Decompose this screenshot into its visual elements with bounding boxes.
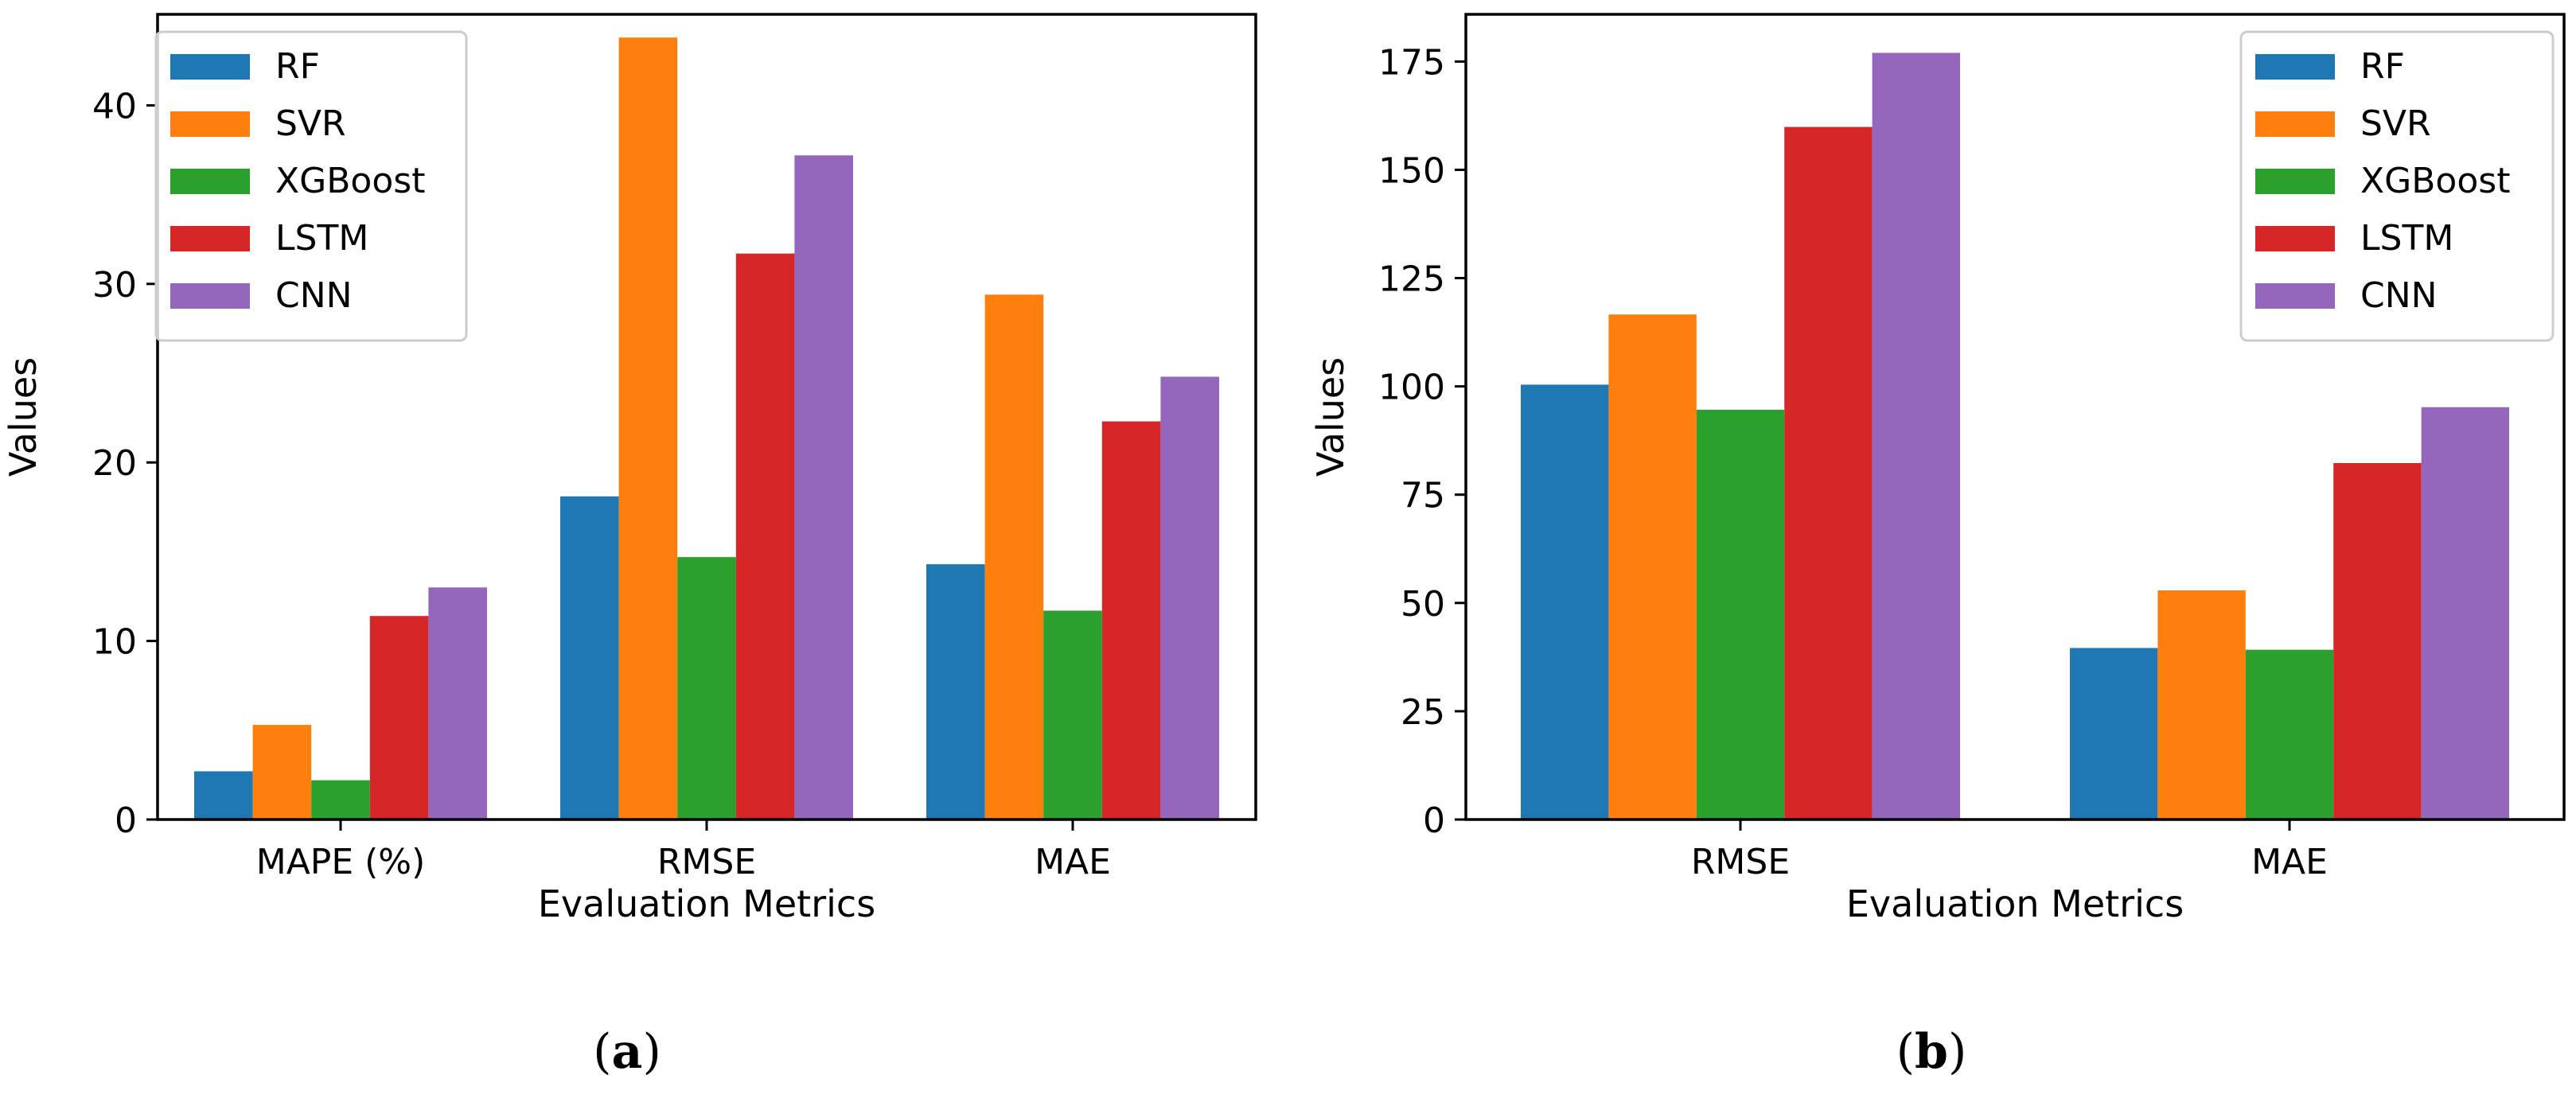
legend-swatch-svr <box>170 111 250 137</box>
y-tick-label: 25 <box>1401 692 1445 733</box>
y-tick-label: 0 <box>115 800 137 841</box>
legend-label-lstm: LSTM <box>275 218 368 259</box>
bar-a-svr-1 <box>618 37 678 820</box>
x-tick-label: RMSE <box>1691 842 1790 882</box>
bar-a-lstm-0 <box>369 616 429 820</box>
legend-label-svr: SVR <box>275 103 346 144</box>
figure-caption-a: (a) <box>593 1024 661 1080</box>
y-tick-label: 100 <box>1378 368 1445 408</box>
chart-b: 0 25 50 75 100 125 150 175 RMSE MAE Evaluation Met… <box>1309 13 2566 1080</box>
legend-label-cnn: CNN <box>2360 275 2438 316</box>
plot-frame-b <box>1464 13 2566 821</box>
legend-label-rf: RF <box>2360 46 2405 87</box>
bar-a-svr-0 <box>252 725 312 820</box>
y-tick-label: 20 <box>92 443 137 484</box>
bar-b-cnn-1 <box>2421 407 2509 820</box>
legend-box <box>154 30 468 342</box>
legend-swatch-svr <box>2255 111 2335 137</box>
legend-box <box>2239 30 2555 342</box>
bar-a-rf-1 <box>560 496 619 820</box>
bar-a-cnn-1 <box>794 155 853 820</box>
legend-a: RF SVR XGBoost LSTM CNN <box>154 30 468 342</box>
bar-a-lstm-2 <box>1101 421 1161 820</box>
legend-swatch-xgboost <box>170 169 250 194</box>
x-tick-label: RMSE <box>657 842 756 882</box>
legend-swatch-cnn <box>2255 283 2335 309</box>
bar-b-lstm-1 <box>2333 462 2422 820</box>
legend-swatch-rf <box>2255 54 2335 80</box>
y-tick-label: 125 <box>1378 259 1445 300</box>
bar-b-svr-0 <box>1608 314 1697 820</box>
x-tick-label: MAPE (%) <box>256 842 426 882</box>
x-tick-label: MAE <box>2251 842 2328 882</box>
figure-caption-b: (b) <box>1896 1024 1967 1080</box>
x-axis-title: Evaluation Metrics <box>1846 882 2184 925</box>
bar-b-svr-1 <box>2157 590 2246 820</box>
legend-label-xgboost: XGBoost <box>2360 161 2510 201</box>
legend-label-rf: RF <box>275 46 320 87</box>
chart-a: 0 10 20 30 40 MAPE (%) RMSE MAE Evaluation Metri… <box>2 13 1257 1080</box>
legend-b: RF SVR XGBoost LSTM CNN <box>2239 30 2555 342</box>
bar-b-rf-1 <box>2070 648 2158 820</box>
legend-swatch-xgboost <box>2255 169 2335 194</box>
y-tick-label: 150 <box>1378 150 1445 191</box>
bar-b-cnn-0 <box>1872 53 1960 820</box>
bar-a-rf-2 <box>926 564 985 820</box>
legend-label-xgboost: XGBoost <box>275 161 425 201</box>
legend-label-cnn: CNN <box>275 275 353 316</box>
legend-label-svr: SVR <box>2360 103 2431 144</box>
y-tick-label: 175 <box>1378 42 1445 83</box>
bar-a-lstm-1 <box>735 253 795 820</box>
x-tick-label: MAE <box>1035 842 1111 882</box>
y-tick-label: 50 <box>1401 584 1445 625</box>
bar-a-svr-2 <box>984 294 1044 820</box>
y-tick-label: 30 <box>92 265 137 306</box>
bar-a-xgboost-2 <box>1043 610 1102 820</box>
y-tick-label: 75 <box>1401 476 1445 516</box>
bar-a-rf-0 <box>194 771 253 820</box>
bar-a-xgboost-1 <box>677 557 736 820</box>
y-tick-label: 0 <box>1423 800 1445 841</box>
bar-b-xgboost-0 <box>1696 410 1785 820</box>
y-axis-title: Values <box>2 357 45 477</box>
legend-swatch-cnn <box>170 283 250 309</box>
legend-label-lstm: LSTM <box>2360 218 2453 259</box>
y-tick-label: 10 <box>92 622 137 663</box>
bar-a-cnn-2 <box>1160 376 1219 820</box>
bar-a-cnn-0 <box>428 587 487 820</box>
legend-swatch-lstm <box>2255 226 2335 251</box>
y-tick-label: 40 <box>92 86 137 127</box>
y-axis-title: Values <box>1309 357 1352 477</box>
legend-swatch-rf <box>170 54 250 80</box>
bar-b-lstm-0 <box>1784 127 1873 820</box>
bar-a-xgboost-0 <box>311 780 370 820</box>
bar-b-xgboost-1 <box>2245 649 2334 820</box>
legend-swatch-lstm <box>170 226 250 251</box>
x-axis-title: Evaluation Metrics <box>538 882 875 925</box>
bar-b-rf-0 <box>1521 384 1609 820</box>
